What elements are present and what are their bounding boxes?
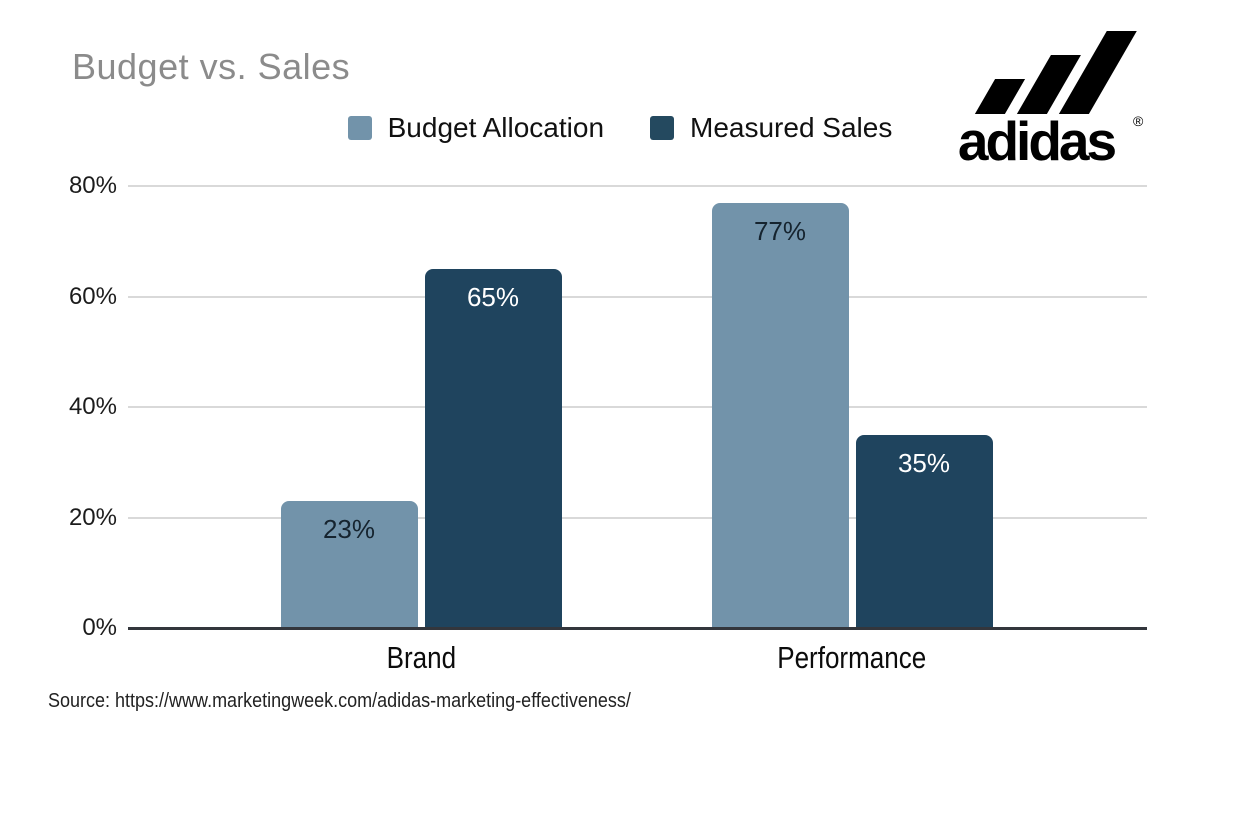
bar-value-label: 35%: [897, 447, 951, 478]
x-axis-label-brand: Brand: [271, 640, 571, 676]
bar-value-label: 65%: [466, 281, 520, 312]
chart-legend: Budget Allocation Measured Sales: [0, 112, 1240, 144]
adidas-stripes-icon: [974, 31, 1137, 114]
y-tick-label-0: 0%: [82, 614, 117, 641]
x-axis-label-text: Performance: [777, 640, 927, 675]
x-axis-label-performance: Performance: [702, 640, 1002, 676]
gridline-40: [128, 406, 1147, 408]
legend-label: Budget Allocation: [387, 112, 605, 143]
x-axis-line: [128, 626, 1147, 630]
legend-label: Measured Sales: [690, 112, 893, 143]
source-text: Source: https://www.marketingweek.com/ad…: [48, 690, 631, 712]
y-tick-label-80: 80%: [68, 172, 117, 199]
gridline-80: [128, 185, 1147, 187]
bar-budget-allocation-performance: 77%: [711, 202, 849, 628]
x-axis-label-text: Brand: [386, 640, 456, 675]
y-tick-label-40: 40%: [68, 393, 117, 420]
source-citation: Source: https://www.marketingweek.com/ad…: [48, 690, 696, 713]
bar-measured-sales-performance: 35%: [855, 434, 993, 628]
y-tick-label-20: 20%: [68, 503, 117, 531]
measured-sales-swatch-icon: [650, 116, 675, 140]
legend-item-measured-sales: Measured Sales: [650, 112, 892, 144]
adidas-wordmark: adidas: [958, 110, 1116, 164]
bar-measured-sales-brand: 65%: [424, 268, 562, 628]
bar-budget-allocation-brand: 23%: [280, 500, 418, 628]
bar-value-label: 77%: [753, 215, 807, 246]
gridline-60: [128, 295, 1147, 298]
adidas-logo: adidas ®: [958, 31, 1144, 164]
budget-allocation-swatch-icon: [347, 116, 372, 140]
bar-value-label: 23%: [322, 513, 376, 544]
chart-title: Budget vs. Sales: [72, 46, 351, 87]
gridline-20: [128, 516, 1147, 519]
registered-trademark-icon: ®: [1133, 113, 1144, 129]
y-tick-label-60: 60%: [68, 282, 117, 310]
legend-item-budget-allocation: Budget Allocation: [347, 112, 605, 144]
